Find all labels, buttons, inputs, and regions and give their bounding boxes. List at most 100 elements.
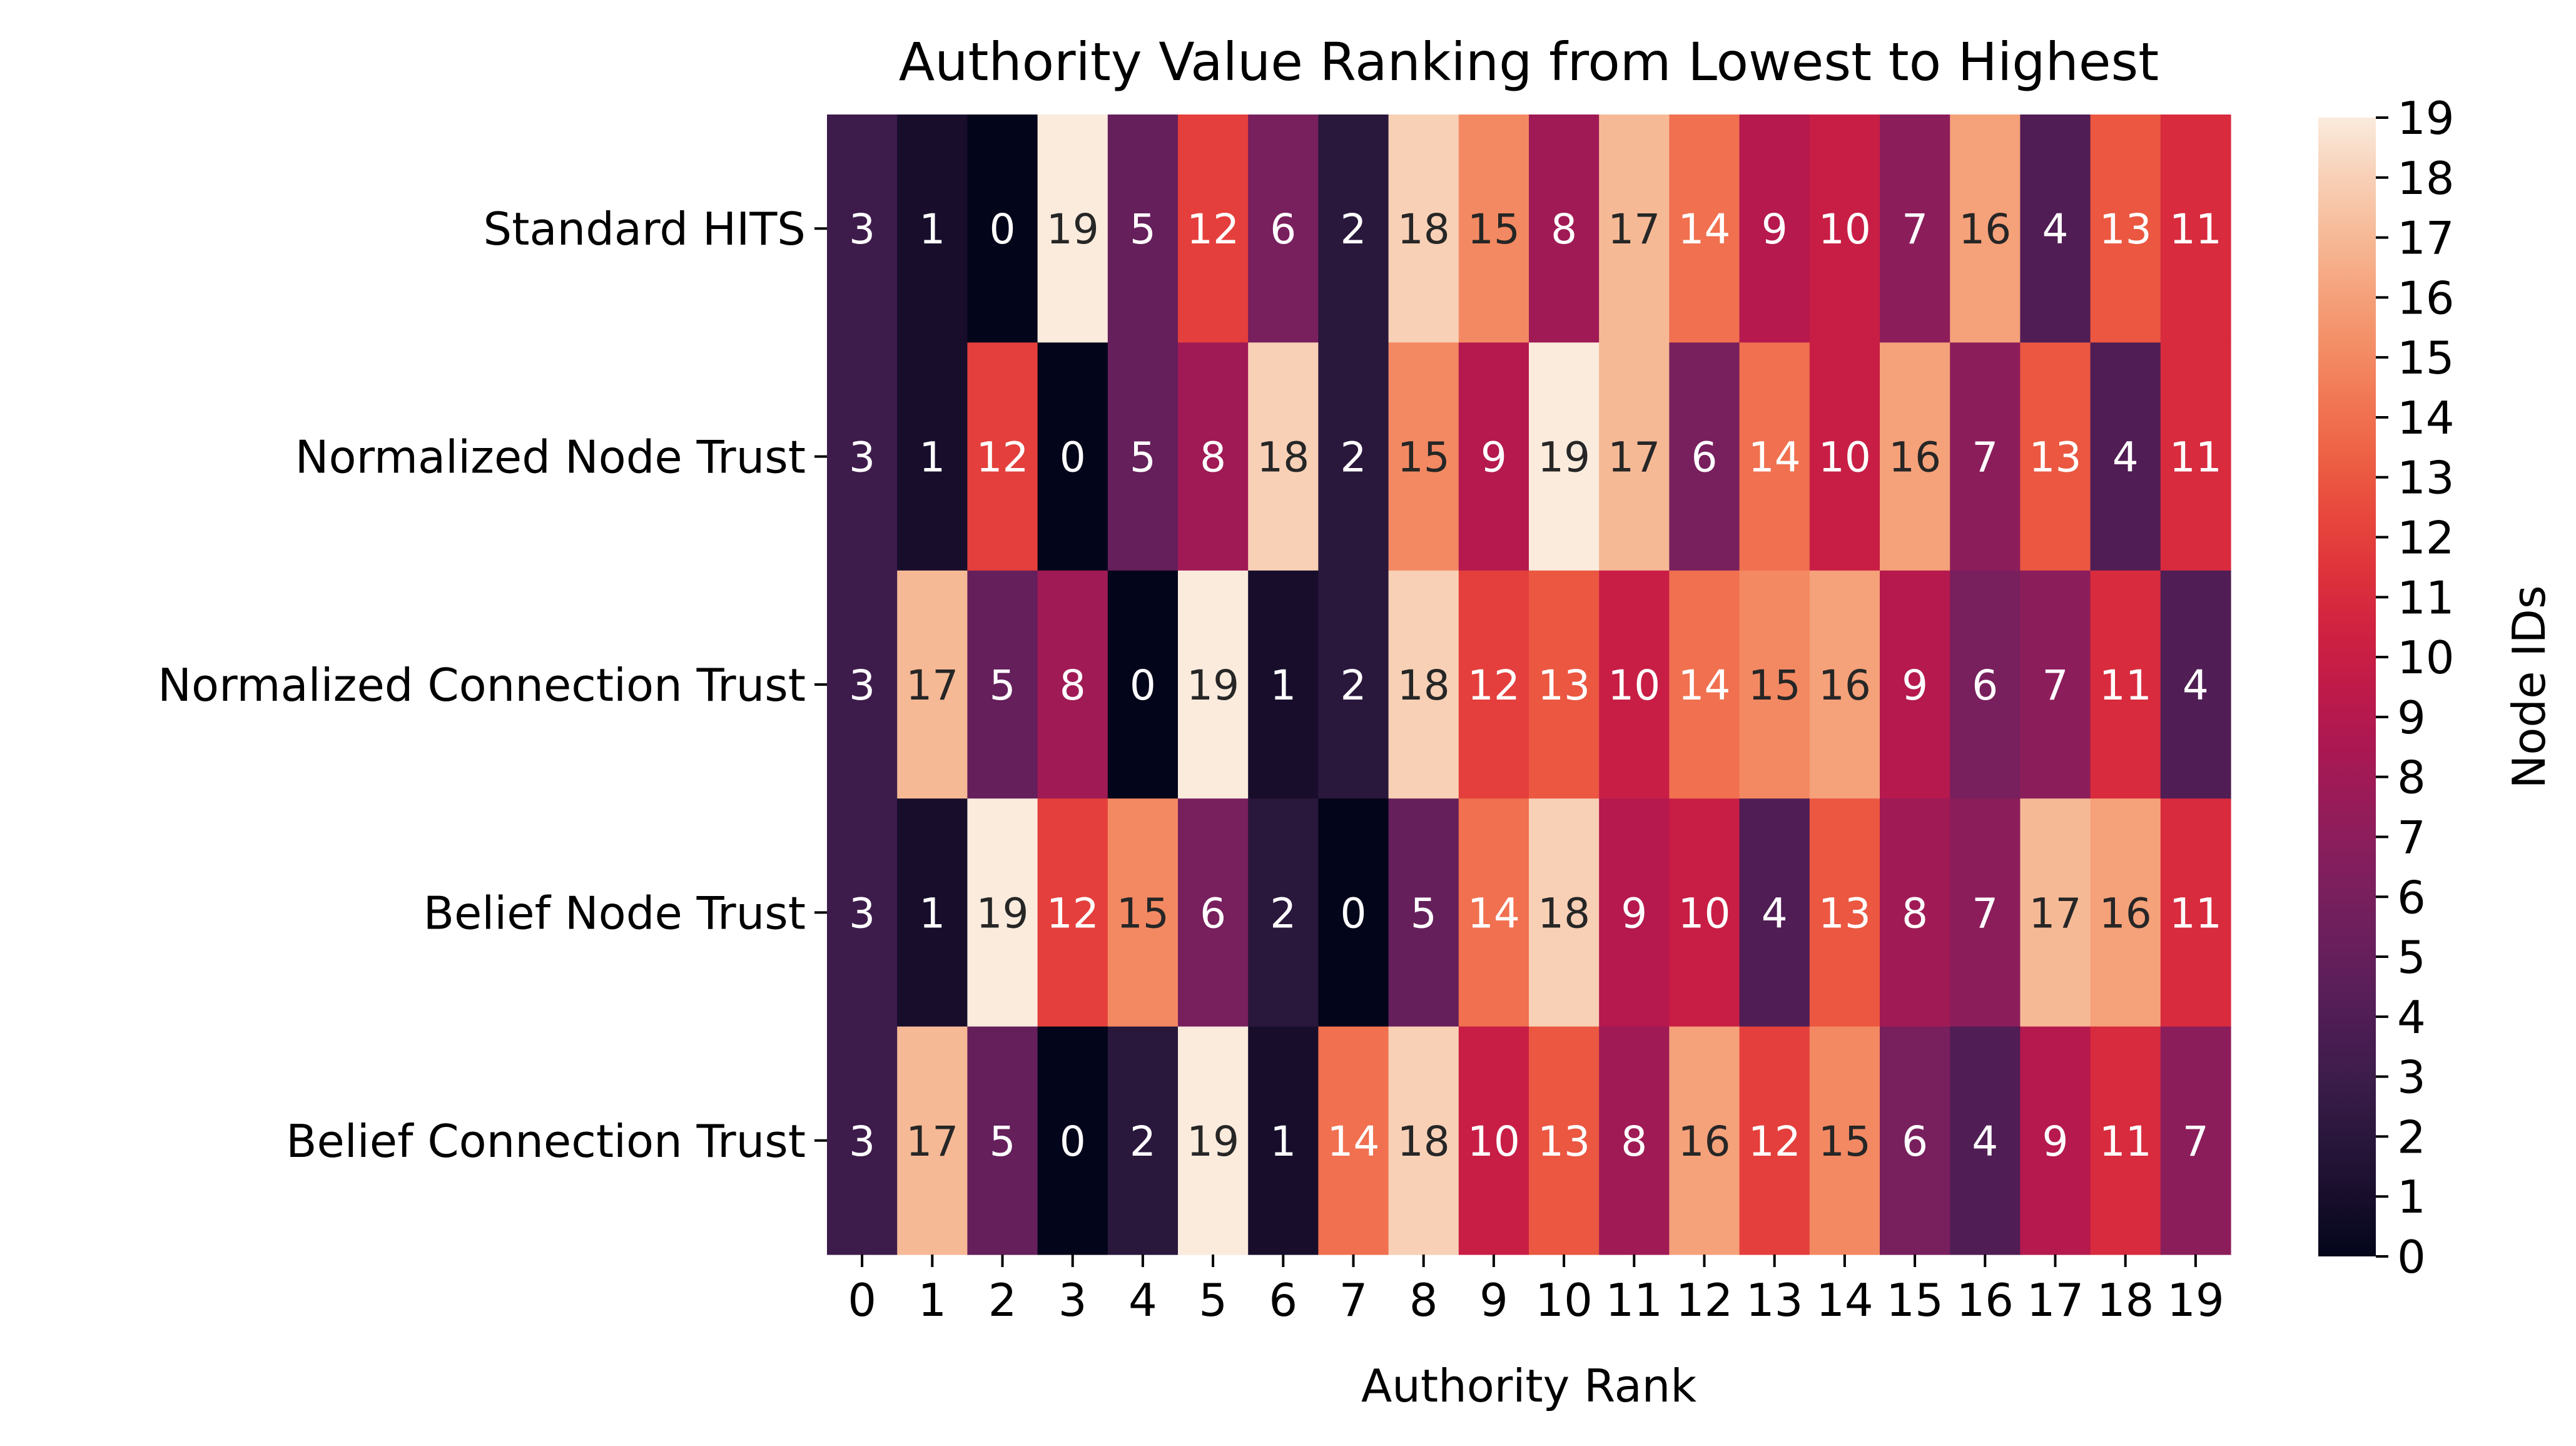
heatmap-cells: 3 1 0 19 5 12 6 2 18 15 8 17 14 9 10 7 16 4 13 113 1 12 0 5 8 18 2…: [827, 115, 2231, 1255]
cell-value-label: 2: [1270, 889, 1296, 937]
cell-value-label: 12: [976, 434, 1029, 482]
cell-value-label: 17: [906, 661, 958, 710]
heatmap-cell: [1107, 570, 1179, 799]
cell-value-label: 18: [1257, 434, 1309, 482]
heatmap-cell: [2090, 1026, 2161, 1255]
x-tick-label: 6: [1269, 1274, 1297, 1326]
heatmap-cell: [897, 570, 968, 799]
heatmap-cell: [1458, 342, 1529, 571]
heatmap-cell: [897, 115, 968, 343]
cell-value-label: 0: [1060, 434, 1086, 482]
x-tick-label: 13: [1746, 1274, 1803, 1326]
heatmap-cell: [1669, 115, 1740, 343]
cell-value-label: 15: [1397, 434, 1450, 482]
heatmap-cell: [1248, 342, 1319, 571]
x-tick-label: 2: [988, 1274, 1017, 1326]
heatmap-cell: [1880, 570, 1950, 799]
colorbar-tick-label: 15: [2397, 332, 2455, 384]
colorbar-tick-label: 9: [2397, 691, 2426, 744]
cell-value-label: 10: [1608, 661, 1660, 710]
heatmap-cell: [1739, 570, 1810, 799]
heatmap-cell: [1248, 1026, 1319, 1255]
heatmap-cell: [1950, 570, 2021, 799]
heatmap-cell: [897, 342, 968, 571]
cell-value-label: 5: [1411, 889, 1437, 937]
cell-value-label: 6: [1972, 661, 1998, 710]
x-tick-label: 4: [1128, 1274, 1157, 1326]
cell-value-label: 16: [2099, 889, 2152, 937]
heatmap-cell: [1178, 342, 1249, 571]
heatmap-cell: [1880, 115, 1950, 343]
cell-value-label: 9: [1762, 205, 1788, 253]
heatmap-cell: [1318, 342, 1389, 571]
heatmap-cell: [2090, 115, 2161, 343]
cell-value-label: 7: [1972, 434, 1998, 482]
heatmap-cell: [1669, 570, 1740, 799]
cell-value-label: 13: [1818, 889, 1871, 937]
heatmap-cell: [2020, 798, 2091, 1027]
heatmap-cell: [1107, 342, 1179, 571]
cell-value-label: 0: [1060, 1118, 1086, 1166]
heatmap-cell: [1529, 1026, 1600, 1255]
cell-value-label: 6: [1691, 434, 1718, 482]
cell-value-label: 3: [849, 889, 875, 937]
cell-value-label: 0: [1130, 661, 1156, 710]
heatmap-cell: [1599, 342, 1670, 571]
cell-value-label: 15: [1468, 205, 1520, 253]
heatmap-cell: [1739, 115, 1810, 343]
heatmap-cell: [1037, 115, 1108, 343]
heatmap-cell: [1739, 342, 1810, 571]
heatmap-cell: [2020, 342, 2091, 571]
heatmap-cell: [1037, 570, 1108, 799]
cell-value-label: 6: [1270, 205, 1296, 253]
cell-value-label: 12: [1047, 889, 1099, 937]
cell-value-label: 10: [1818, 205, 1871, 253]
y-tick-label: Belief Connection Trust: [286, 1115, 806, 1168]
heatmap-cell: [1880, 342, 1950, 571]
colorbar-tick-label: 6: [2397, 871, 2426, 924]
cell-value-label: 18: [1397, 1118, 1450, 1166]
heatmap-cell: [1388, 570, 1459, 799]
heatmap-cell: [1037, 342, 1108, 571]
cell-value-label: 4: [2042, 205, 2069, 253]
cell-value-label: 0: [990, 205, 1016, 253]
cell-value-label: 4: [1762, 889, 1788, 937]
heatmap-cell: [967, 342, 1038, 571]
cell-value-label: 8: [1200, 434, 1226, 482]
heatmap-cell: [1809, 798, 1880, 1027]
cell-value-label: 5: [990, 1118, 1016, 1166]
colorbar-tick-label: 16: [2397, 272, 2455, 324]
colorbar-tick-label: 7: [2397, 811, 2426, 863]
cell-value-label: 15: [1117, 889, 1169, 937]
cell-value-label: 10: [1468, 1118, 1520, 1166]
x-tick-label: 14: [1816, 1274, 1874, 1326]
heatmap-cell: [1880, 798, 1950, 1027]
cell-value-label: 8: [1621, 1118, 1647, 1166]
cell-value-label: 5: [1130, 434, 1156, 482]
heatmap-cell: [1388, 1026, 1459, 1255]
heatmap-cell: [1809, 1026, 1880, 1255]
cell-value-label: 14: [1678, 205, 1731, 253]
heatmap-cell: [1037, 798, 1108, 1027]
heatmap-cell: [1950, 1026, 2021, 1255]
cell-value-label: 13: [2029, 434, 2082, 482]
colorbar-tick-label: 18: [2397, 152, 2455, 205]
colorbar-tick-label: 8: [2397, 751, 2426, 804]
colorbar-tick-label: 14: [2397, 392, 2455, 444]
cell-value-label: 3: [849, 1118, 875, 1166]
cell-value-label: 16: [1889, 434, 1941, 482]
chart-title: Authority Value Ranking from Lowest to H…: [899, 31, 2159, 93]
cell-value-label: 2: [1130, 1118, 1156, 1166]
colorbar-tick-label: 10: [2397, 631, 2455, 684]
heatmap-cell: [1318, 115, 1389, 343]
colorbar-tick-label: 4: [2397, 991, 2426, 1044]
cell-value-label: 5: [1130, 205, 1156, 253]
heatmap-cell: [1458, 798, 1529, 1027]
cell-value-label: 1: [919, 434, 945, 482]
cell-value-label: 18: [1538, 889, 1590, 937]
heatmap-cell: [827, 342, 898, 571]
cell-value-label: 9: [1621, 889, 1647, 937]
y-tick-label: Belief Node Trust: [423, 887, 806, 939]
heatmap-cell: [1809, 570, 1880, 799]
cell-value-label: 12: [1187, 205, 1239, 253]
